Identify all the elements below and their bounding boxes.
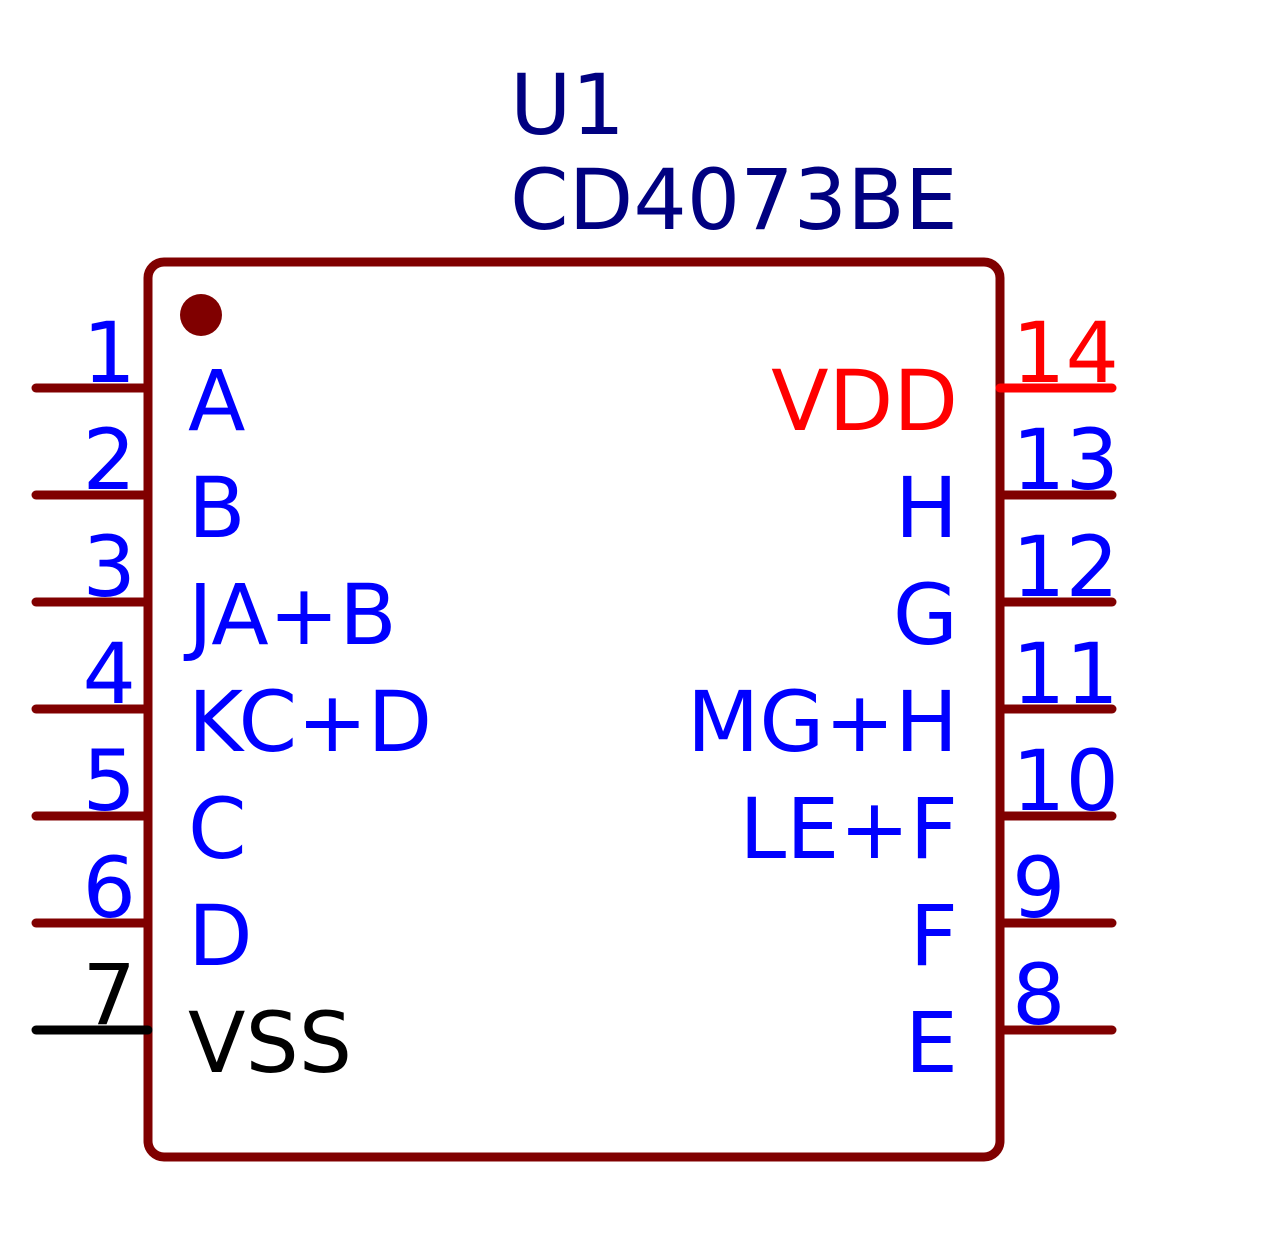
pin-name-4: KC+D <box>188 673 432 771</box>
pin-number-2: 2 <box>83 411 136 509</box>
pin-number-1: 1 <box>83 304 136 402</box>
pin-name-7: VSS <box>188 994 352 1092</box>
pin-number-6: 6 <box>83 839 136 937</box>
left-pin-group: 1 A2 B3 JA+B 4 KC+D 5 C6 D7 VSS <box>31 304 432 1092</box>
reference-designator: U1 <box>510 56 625 154</box>
part-value: CD4073BE <box>510 151 958 249</box>
pin-number-4: 4 <box>83 625 136 723</box>
pin-number-3: 3 <box>83 518 136 616</box>
pin-name-14: VDD <box>771 352 958 450</box>
pin-number-9: 9 <box>1012 839 1065 937</box>
pin-number-8: 8 <box>1012 946 1065 1044</box>
pin-name-6: D <box>188 887 253 985</box>
pin-name-12: G <box>893 566 958 664</box>
pin-name-9: F <box>910 887 958 985</box>
pin-name-10: LE+F <box>739 780 958 878</box>
pin-number-10: 10 <box>1012 732 1119 830</box>
pin-name-13: H <box>895 459 958 557</box>
pin-number-12: 12 <box>1012 518 1119 616</box>
pin-number-14: 14 <box>1012 304 1119 402</box>
pin-name-8: E <box>905 994 958 1092</box>
pin-number-5: 5 <box>83 732 136 830</box>
pin-number-13: 13 <box>1012 411 1119 509</box>
pin-number-11: 11 <box>1012 625 1119 723</box>
pin-number-7: 7 <box>83 946 136 1044</box>
pin1-indicator-dot <box>180 294 222 336</box>
pin-name-2: B <box>188 459 246 557</box>
pin-name-11: MG+H <box>687 673 958 771</box>
pin-name-1: A <box>188 352 245 450</box>
pin-name-5: C <box>188 780 247 878</box>
pin-name-3: JA+B <box>183 566 397 664</box>
